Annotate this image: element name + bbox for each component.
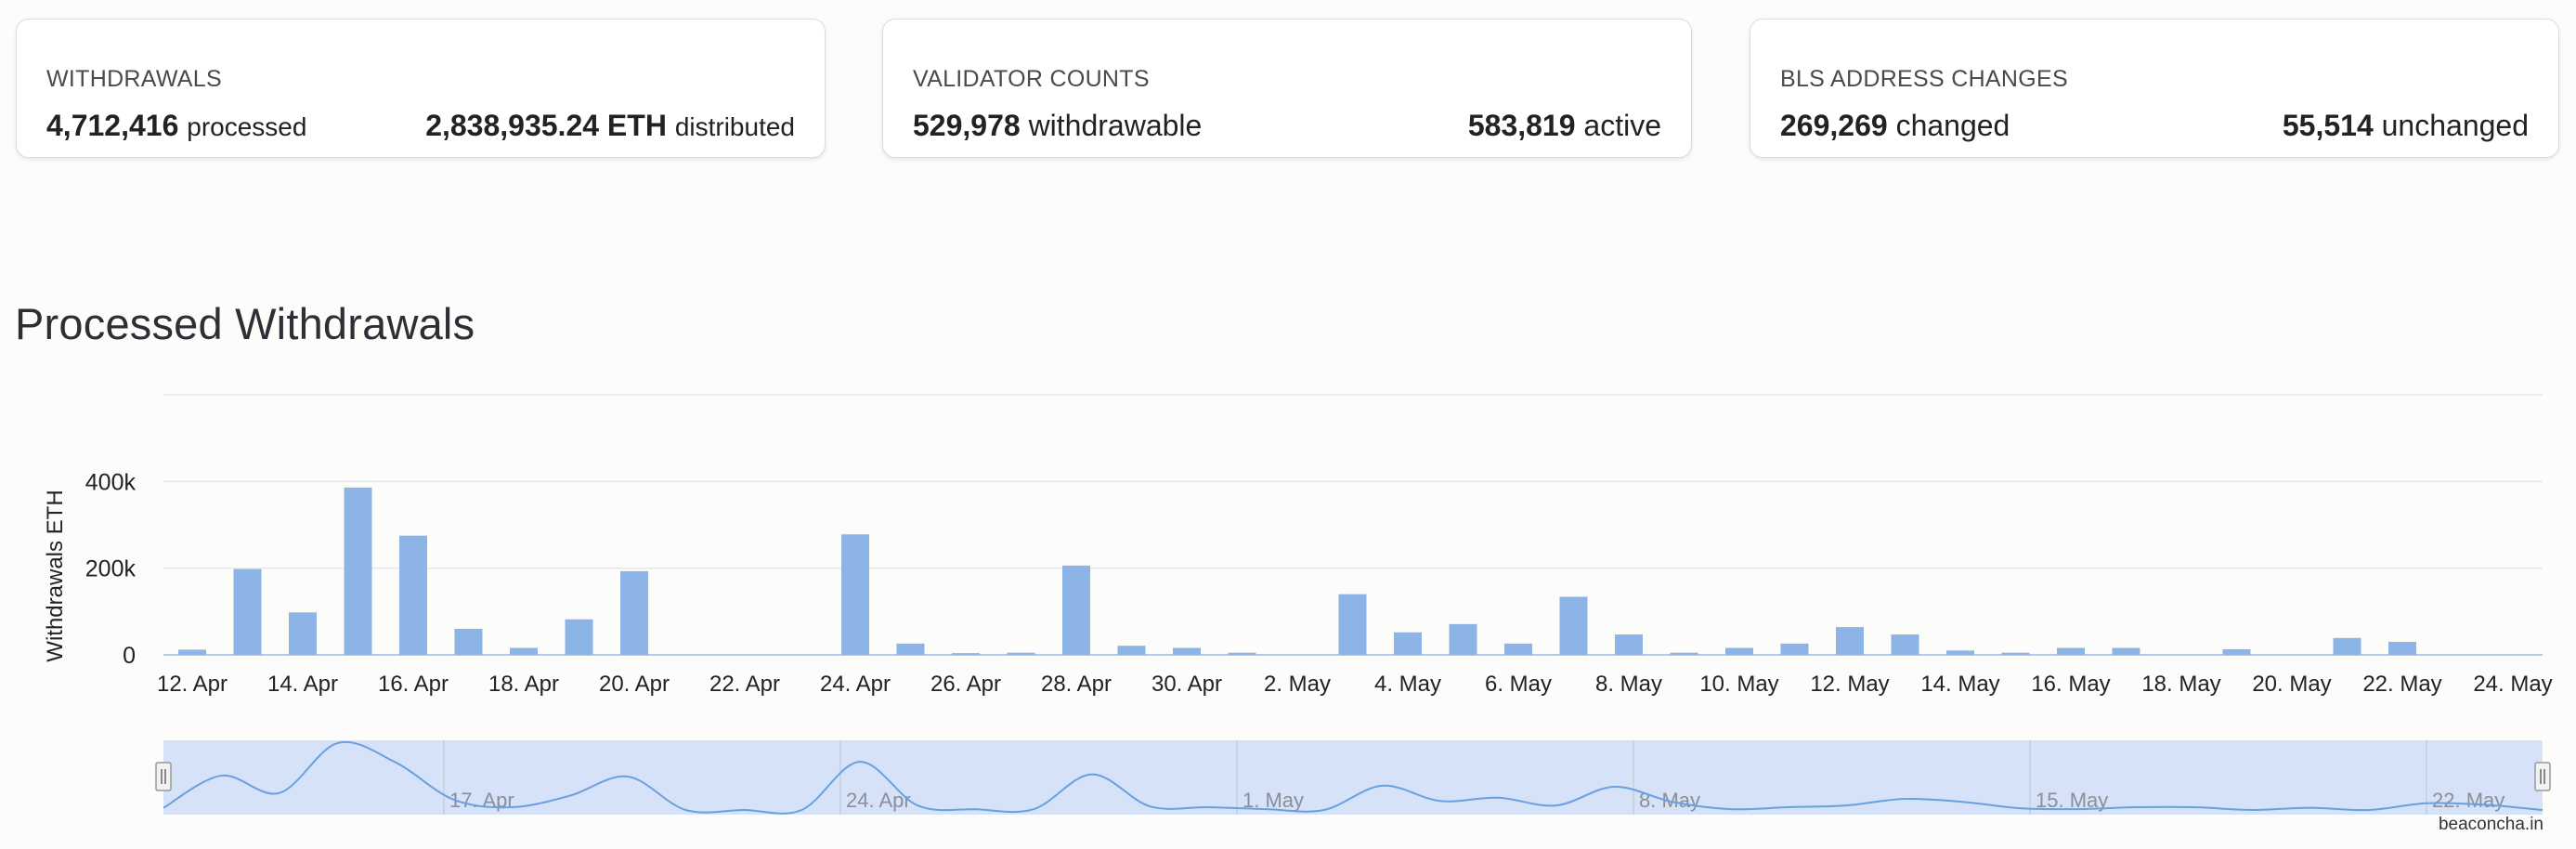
y-tick-label: 400k	[85, 469, 137, 495]
x-tick-label: 22. May	[2362, 672, 2441, 697]
navigator[interactable]: 17. Apr 24. Apr 1. May 8. May 15. May 22. May	[155, 740, 2551, 815]
withdrawals-processed-label: processed	[187, 112, 307, 141]
x-tick-label: 8. May	[1595, 672, 1662, 697]
withdrawals-distributed-value: 2,838,935.24 ETH	[425, 109, 667, 142]
bar[interactable]	[289, 612, 317, 655]
x-tick-label: 2. May	[1264, 672, 1331, 697]
navigator-tick-label: 17. Apr	[449, 789, 514, 812]
bar[interactable]	[1725, 647, 1753, 655]
x-tick-label: 12. Apr	[157, 672, 228, 697]
navigator-selection[interactable]	[163, 740, 2543, 815]
bar[interactable]	[2057, 647, 2085, 655]
bls-unchanged-label: unchanged	[2381, 109, 2529, 142]
navigator-right-handle[interactable]	[2534, 762, 2551, 791]
bar[interactable]	[178, 649, 206, 655]
x-tick-label: 24. Apr	[820, 672, 891, 697]
bar[interactable]	[565, 619, 593, 655]
bar[interactable]	[896, 643, 925, 655]
bar[interactable]	[510, 647, 538, 655]
x-tick-label: 26. Apr	[930, 672, 1001, 697]
x-tick-label: 6. May	[1485, 672, 1552, 697]
bar[interactable]	[1394, 632, 1422, 655]
validator-withdrawable-value: 529,978	[913, 109, 1021, 142]
navigator-tick-label: 22. May	[2432, 789, 2504, 812]
x-tick-label: 30. Apr	[1151, 672, 1222, 697]
bar[interactable]	[1228, 652, 1256, 655]
processed-withdrawals-chart: 0 200k 400k Withdrawals ETH 12. Apr 14. Apr 16…	[43, 394, 2553, 815]
bar[interactable]	[1449, 623, 1477, 655]
bar[interactable]	[1338, 594, 1367, 655]
x-tick-label: 18. Apr	[488, 672, 559, 697]
x-tick-label: 20. Apr	[599, 672, 670, 697]
x-tick-label: 24. May	[2473, 672, 2552, 697]
x-tick-label: 28. Apr	[1041, 672, 1112, 697]
bar[interactable]	[2001, 652, 2030, 655]
bls-address-changes-card-title: BLS ADDRESS CHANGES	[1780, 66, 2068, 92]
withdrawals-card: WITHDRAWALS 4,712,416 processed 2,838,93…	[16, 19, 826, 158]
validator-counts-card-title: VALIDATOR COUNTS	[913, 66, 1150, 92]
bar[interactable]	[399, 535, 427, 655]
bls-unchanged-value: 55,514	[2282, 109, 2374, 142]
x-tick-label: 16. Apr	[378, 672, 449, 697]
processed-withdrawals-title: Processed Withdrawals	[15, 299, 475, 348]
bar[interactable]	[1836, 627, 1864, 655]
x-tick-label: 22. Apr	[709, 672, 780, 697]
x-tick-label: 14. May	[1920, 672, 1999, 697]
navigator-series-line	[163, 740, 2543, 815]
y-tick-label: 200k	[85, 556, 137, 582]
bar[interactable]	[1670, 652, 1698, 655]
bls-changed-label: changed	[1895, 109, 2010, 142]
bar[interactable]	[2222, 648, 2251, 655]
bar[interactable]	[1559, 596, 1588, 655]
withdrawals-processed-value: 4,712,416	[46, 109, 179, 142]
navigator-tick-label: 8. May	[1639, 789, 1700, 812]
x-tick-label: 12. May	[1810, 672, 1889, 697]
bar[interactable]	[1062, 565, 1090, 655]
y-axis-title: Withdrawals ETH	[43, 490, 68, 661]
bar[interactable]	[1117, 646, 1146, 655]
x-tick-label: 14. Apr	[267, 672, 338, 697]
bar[interactable]	[1504, 643, 1532, 655]
x-tick-label: 18. May	[2141, 672, 2220, 697]
bar[interactable]	[1173, 647, 1201, 655]
bar[interactable]	[344, 487, 372, 655]
bls-changed-value: 269,269	[1780, 109, 1888, 142]
x-tick-label: 10. May	[1699, 672, 1778, 697]
axes: 0 200k 400k Withdrawals ETH 12. Apr 14. Apr 16…	[43, 469, 2553, 697]
bar[interactable]	[233, 568, 262, 655]
bar[interactable]	[2333, 637, 2361, 655]
withdrawals-processed: 4,712,416 processed	[46, 109, 306, 143]
validator-withdrawable: 529,978 withdrawable	[913, 109, 1202, 143]
x-tick-label: 20. May	[2252, 672, 2331, 697]
validator-withdrawable-label: withdrawable	[1028, 109, 1203, 142]
bar[interactable]	[2112, 647, 2140, 655]
withdrawals-card-title: WITHDRAWALS	[46, 66, 222, 92]
bar[interactable]	[1780, 643, 1809, 655]
bls-unchanged: 55,514 unchanged	[2283, 109, 2529, 143]
validator-counts-card: VALIDATOR COUNTS 529,978 withdrawable 58…	[882, 19, 1692, 158]
watermark: beaconcha.in	[2438, 815, 2543, 834]
bar[interactable]	[1946, 650, 1974, 655]
withdrawals-distributed-label: distributed	[674, 112, 795, 141]
bar[interactable]	[1891, 634, 1919, 655]
bls-address-changes-card: BLS ADDRESS CHANGES 269,269 changed 55,5…	[1750, 19, 2559, 158]
bar[interactable]	[1007, 652, 1035, 655]
validator-active-label: active	[1583, 109, 1661, 142]
bar[interactable]	[952, 653, 980, 655]
bar[interactable]	[2388, 642, 2416, 655]
x-tick-label: 4. May	[1374, 672, 1441, 697]
withdrawals-distributed: 2,838,935.24 ETH distributed	[425, 109, 795, 143]
bar[interactable]	[620, 570, 648, 655]
validator-active-value: 583,819	[1467, 109, 1576, 142]
validator-active: 583,819 active	[1468, 109, 1661, 143]
bls-changed: 269,269 changed	[1780, 109, 2010, 143]
navigator-left-handle[interactable]	[155, 762, 172, 791]
bar-series[interactable]	[178, 487, 2416, 655]
bar[interactable]	[841, 534, 869, 655]
bar[interactable]	[454, 629, 483, 655]
x-tick-label: 16. May	[2031, 672, 2110, 697]
bar[interactable]	[1615, 634, 1643, 655]
y-tick-label: 0	[123, 643, 136, 669]
